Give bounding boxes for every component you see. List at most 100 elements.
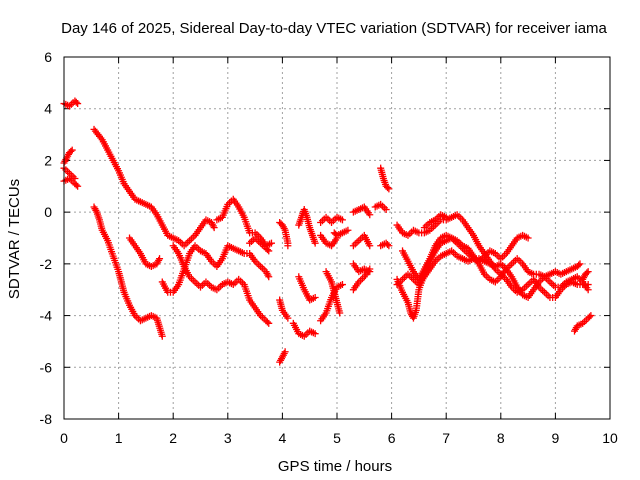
x-tick-label: 3 [224,430,232,446]
series-track-q [295,273,319,304]
y-tick-label: -2 [40,256,53,272]
y-tick-label: 2 [44,152,52,168]
series-track-u [322,268,344,317]
data-point [265,247,273,255]
x-tick-label: 1 [115,430,123,446]
series-track-b [60,146,76,167]
series-track-m [276,296,292,322]
data-point [263,318,271,326]
data-point [210,224,218,232]
series-track-j [213,195,275,250]
y-tick-label: 6 [44,49,52,65]
data-point [385,242,393,250]
data-point [584,268,592,276]
data-point [583,269,591,277]
y-tick-label: -4 [40,308,53,324]
y-tick-label: 0 [44,204,52,220]
series-track-h [158,242,273,296]
data-point [575,261,583,269]
data-point [263,246,271,254]
series-track-aa [371,200,390,214]
data-point [265,319,273,327]
y-axis-label: SDTVAR / TECUs [6,179,23,299]
data-point [71,175,79,183]
data-point [336,309,344,317]
y-tick-label: -6 [40,359,53,375]
data-point [311,330,319,338]
series-track-a [60,97,82,110]
data-point [281,348,289,356]
series-track-e [90,125,218,250]
series-track-ag [399,231,532,283]
series-track-r [317,231,341,250]
data-point [284,242,292,250]
data-point [311,239,319,247]
data-point [587,312,595,320]
series-track-z [349,203,374,219]
x-tick-label: 10 [602,430,618,446]
x-tick-label: 9 [552,430,560,446]
series-track-k [246,234,273,255]
y-tick-labels: 6 4 2 0 -2 -4 -6 -8 [40,49,53,427]
data-point [366,242,374,250]
data-point [72,98,80,106]
data-point [366,211,374,219]
series-track-af [393,211,592,301]
data-points [60,97,595,366]
data-point [344,226,352,234]
series-track-ai [571,312,595,335]
x-tick-labels: 0 1 2 3 4 5 6 7 8 9 10 [60,430,618,446]
data-point [576,260,584,268]
series-track-x [349,260,374,276]
data-point [74,100,82,108]
series-track-p [295,206,319,247]
series-track-f [90,203,166,340]
data-point [384,184,392,192]
series-track-ab [377,164,393,193]
data-point [382,206,390,214]
data-point [158,332,166,340]
series-track-s [317,213,346,226]
series-track-d [60,164,79,183]
x-tick-label: 0 [60,430,68,446]
data-point [366,265,374,273]
series-track-ac [377,239,393,250]
data-point [584,281,592,289]
y-tick-label: -8 [40,411,53,427]
data-point [68,146,76,154]
series-track-i [169,242,273,327]
series-track-aj [579,268,592,283]
data-point [72,181,80,189]
series-track-w [349,231,374,250]
data-point [74,182,82,190]
data-point [338,216,346,224]
data-point [524,234,532,242]
y-tick-label: 4 [44,101,52,117]
series-track-l [276,218,292,250]
x-tick-label: 6 [388,430,396,446]
data-point [311,293,319,301]
x-tick-label: 4 [279,430,287,446]
x-tick-label: 8 [497,430,505,446]
x-tick-label: 7 [442,430,450,446]
data-point [267,239,275,247]
data-point [442,213,450,221]
data-point [338,281,346,289]
plot-frame [63,56,611,420]
x-axis-label: GPS time / hours [278,458,392,475]
chart-title: Day 146 of 2025, Sidereal Day-to-day VTE… [61,20,607,37]
data-point [385,185,393,193]
series-track-o [289,319,319,340]
data-point [284,314,292,322]
series-track-y [349,265,374,294]
x-tick-label: 5 [333,430,341,446]
series-track-g [126,234,164,270]
x-tick-label: 2 [169,430,177,446]
data-point [586,313,594,321]
series-track-n [276,348,289,366]
series-track-v [330,226,352,239]
data-point [156,255,164,263]
data-point [265,273,273,281]
data-point [384,240,392,248]
